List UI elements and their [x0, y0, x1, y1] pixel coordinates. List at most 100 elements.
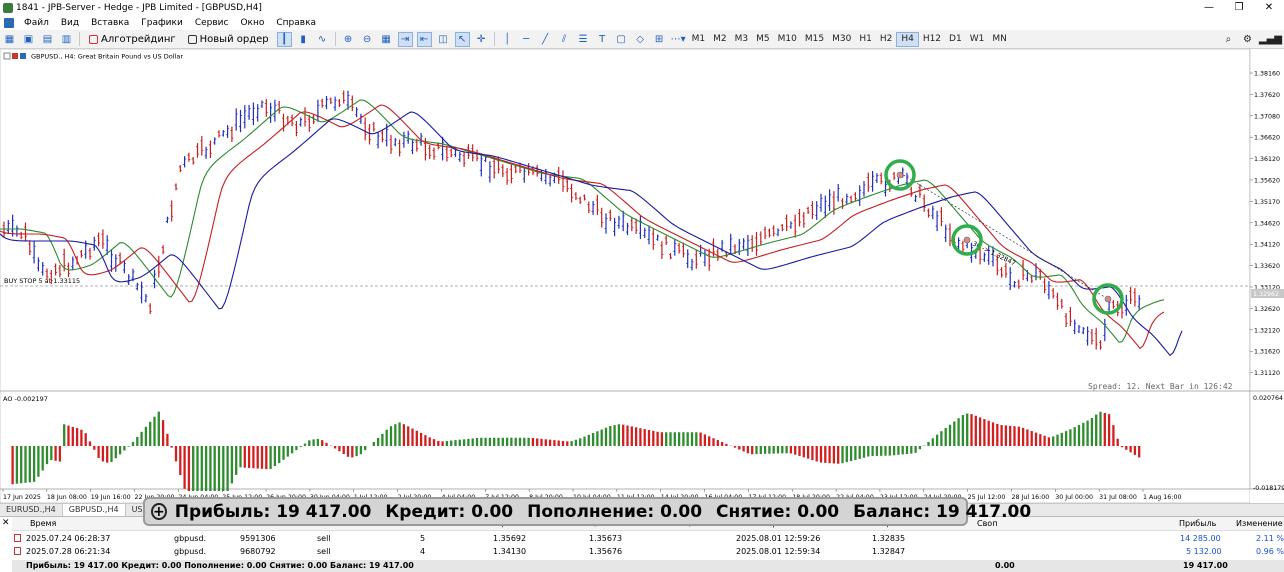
profiles-icon[interactable]: ▣: [23, 33, 34, 45]
timeframe-h12[interactable]: H12: [922, 34, 942, 44]
navigator-icon[interactable]: ▥: [61, 33, 72, 45]
menu-charts[interactable]: Графики: [141, 17, 183, 28]
cursor-icon[interactable]: ↖: [454, 31, 470, 47]
symbol-icon: [12, 53, 18, 59]
current-price-box: [1251, 289, 1284, 298]
app-icon: [3, 2, 13, 13]
toolbar-separator: [493, 32, 495, 46]
profit-overlay: + Прибыль: 19 417.00 Кредит: 0.00 Пополн…: [143, 497, 1031, 526]
trendline-icon[interactable]: ╱: [542, 33, 549, 45]
horizontal-line-icon[interactable]: ─: [523, 33, 530, 45]
overlay-balance: Баланс: 19 417.00: [853, 501, 1032, 522]
cell-time: 2025.07.28 06:21:34: [26, 547, 111, 556]
cell-close-price: 1.32835: [872, 534, 906, 543]
highlight-circle: [951, 224, 983, 256]
cell-sl: 1.35673: [589, 534, 623, 543]
menu-bar: Файл Вид Вставка Графики Сервис Окно Спр…: [0, 15, 1284, 30]
timeframe-m1[interactable]: M1: [691, 34, 706, 44]
trade-marker: [896, 171, 904, 179]
search-icon[interactable]: ⌕: [1225, 33, 1232, 45]
new-order-button[interactable]: Новый ордер: [184, 32, 273, 47]
signal-icon[interactable]: ▂▄▆: [1258, 33, 1282, 45]
summary-profit: 19 417.00: [1183, 561, 1228, 570]
summary-row: Прибыль: 19 417.00 Кредит: 0.00 Пополнен…: [12, 560, 1284, 572]
channel-icon[interactable]: ⫽: [561, 33, 567, 45]
vertical-line-icon[interactable]: │: [504, 33, 511, 45]
timeframe-d1[interactable]: D1: [949, 34, 962, 44]
timeframe-m5[interactable]: M5: [756, 34, 770, 44]
new-chart-icon[interactable]: ▦: [4, 33, 15, 45]
text-icon[interactable]: T: [599, 33, 606, 45]
settings-icon[interactable]: ⚙: [1242, 33, 1252, 45]
grid-icon[interactable]: ▦: [381, 33, 391, 45]
timeframe-h4[interactable]: H4: [896, 31, 919, 47]
cell-price: 1.35692: [493, 534, 527, 543]
price-label: 1.32620: [1254, 306, 1280, 313]
menu-view[interactable]: Вид: [60, 17, 80, 28]
shift-icon[interactable]: ⇤: [416, 31, 432, 47]
timeframe-m3[interactable]: M3: [734, 34, 749, 44]
price-label: 1.35620: [1254, 178, 1280, 185]
close-button[interactable]: ✕: [1264, 2, 1274, 13]
zoom-out-icon[interactable]: ⊖: [362, 33, 372, 45]
menu-help[interactable]: Справка: [276, 17, 317, 28]
timeframe-mn[interactable]: MN: [992, 34, 1007, 44]
menu-tools[interactable]: Сервис: [194, 17, 229, 28]
cycle-icon[interactable]: ◇: [636, 33, 644, 45]
rectangle-icon[interactable]: ▢: [616, 33, 626, 45]
col-change[interactable]: Изменение: [1236, 519, 1283, 528]
price-label: 1.36620: [1254, 135, 1280, 142]
tab-eurusd[interactable]: EURUSD.,H4: [0, 504, 63, 516]
ao-scale-bottom: -0.018179: [1253, 485, 1284, 492]
timeframe-h1[interactable]: H1: [859, 34, 872, 44]
timeframe-m2[interactable]: M2: [713, 34, 727, 44]
crosshair-icon[interactable]: ✛: [476, 33, 486, 45]
price-chart[interactable]: 1.38160 1.37620 1.37080 1.36620 1.36120 1.356…: [0, 49, 1284, 503]
col-time[interactable]: Время: [30, 519, 57, 528]
cell-type: sell: [317, 547, 331, 556]
table-row[interactable]: 2025.07.24 06:28:37 gbpusd. 9591306 sell…: [12, 532, 1284, 544]
chart-window[interactable]: 1.38160 1.37620 1.37080 1.36620 1.36120 1.356…: [0, 49, 1284, 503]
cell-price: 1.34130: [493, 547, 527, 556]
time-label: 19 Jun 16:00: [91, 494, 131, 501]
price-label: 1.34120: [1254, 242, 1280, 249]
menu-file[interactable]: Файл: [24, 17, 49, 28]
timeframe-m10[interactable]: M10: [777, 34, 797, 44]
channel-tool-icon[interactable]: ⊞: [654, 33, 664, 45]
highlight-circle: [1092, 283, 1124, 315]
bar-chart-icon[interactable]: ┃: [276, 31, 292, 47]
autoscroll-icon[interactable]: ⇥: [397, 31, 413, 47]
cell-time: 2025.07.24 06:28:37: [26, 534, 111, 543]
fibo-icon[interactable]: ☰: [578, 33, 588, 45]
maximize-button[interactable]: ❐: [1234, 2, 1244, 13]
menu-window[interactable]: Окно: [240, 17, 265, 28]
screenshot-icon[interactable]: ◫: [438, 33, 448, 45]
trade-marker: [1104, 295, 1112, 303]
zoom-in-icon[interactable]: ⊕: [343, 33, 353, 45]
timeframe-h2[interactable]: H2: [879, 34, 893, 44]
table-row[interactable]: 2025.07.28 06:21:34 gbpusd. 9680792 sell…: [12, 545, 1284, 557]
objects-icon[interactable]: ⋯▾: [670, 33, 686, 45]
algotrading-button[interactable]: Алготрейдинг: [85, 32, 180, 47]
timeframe-m30[interactable]: M30: [832, 34, 852, 44]
tab-gbpusd[interactable]: GBPUSD.,H4: [62, 504, 126, 516]
close-icon[interactable]: ✕: [2, 518, 10, 528]
minimize-button[interactable]: —: [1204, 2, 1214, 13]
time-label: 31 Jul 08:00: [1099, 494, 1137, 501]
price-label: 1.37080: [1254, 113, 1280, 120]
trade-marker: [963, 236, 971, 244]
col-profit[interactable]: Прибыль: [1179, 519, 1217, 528]
order-icon: [14, 547, 21, 555]
menu-insert[interactable]: Вставка: [91, 17, 130, 28]
timeframe-m15[interactable]: M15: [804, 34, 825, 44]
ao-scale-top: 0.020764: [1253, 395, 1283, 402]
market-watch-icon[interactable]: ▤: [42, 33, 53, 45]
order-icon: [14, 534, 21, 542]
timeframe-w1[interactable]: W1: [969, 34, 985, 44]
line-chart-icon[interactable]: ∿: [317, 33, 327, 45]
candles-icon[interactable]: ▮: [300, 33, 306, 45]
col-swap[interactable]: Своп: [977, 519, 998, 528]
cell-change: 2.11 %: [1256, 534, 1284, 543]
ma-slow-line: [0, 111, 1183, 357]
symbol-icon: [20, 53, 26, 59]
